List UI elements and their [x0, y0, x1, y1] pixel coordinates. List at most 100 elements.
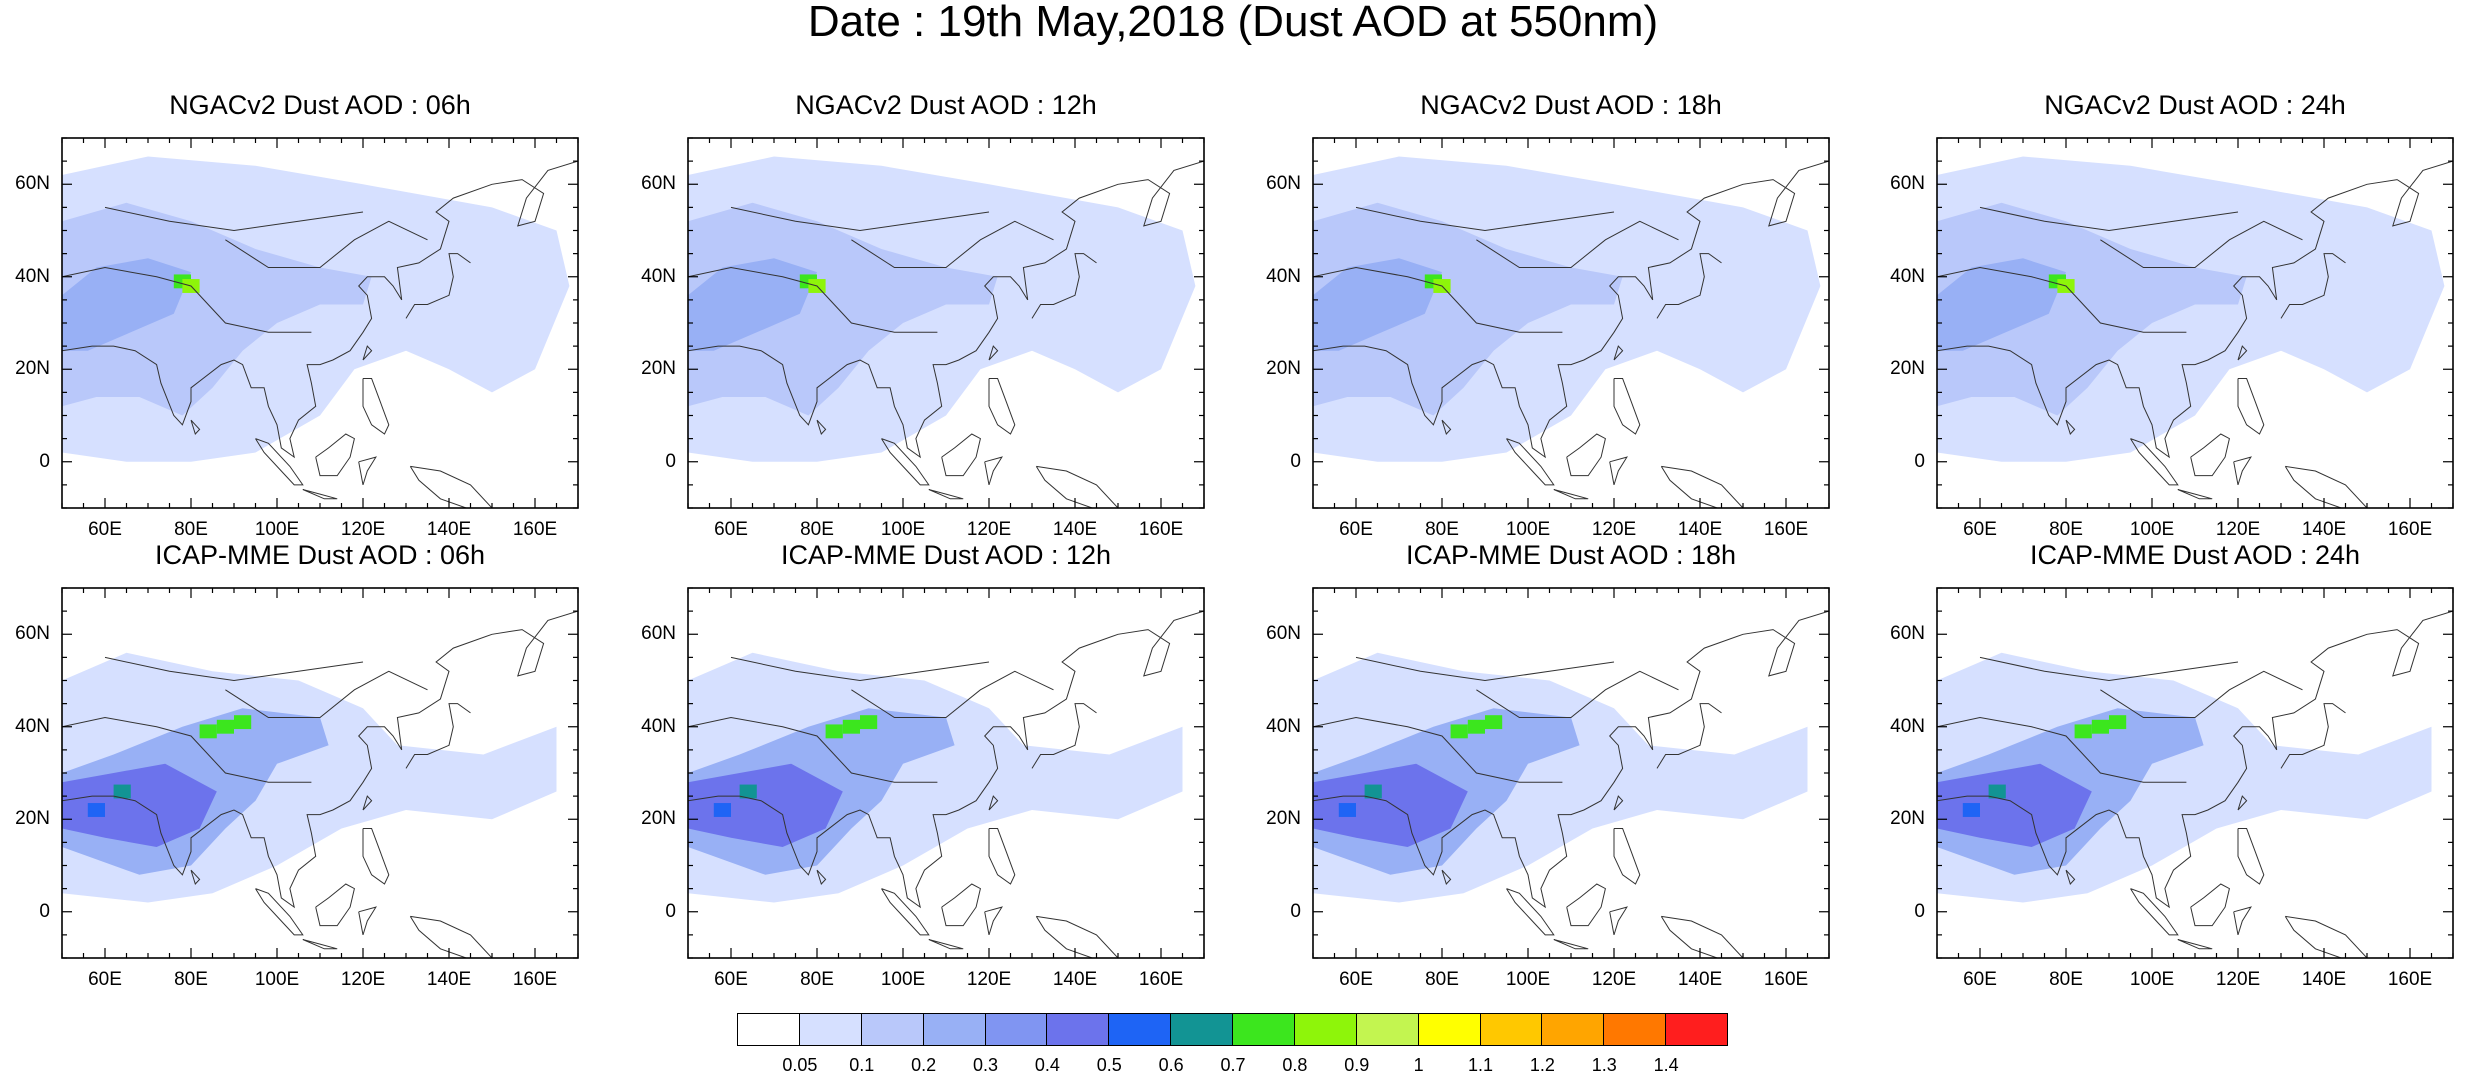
- coastline: [851, 220, 1054, 268]
- coastline: [1937, 160, 2453, 459]
- lat-tick-label: 60N: [641, 623, 676, 645]
- lon-tick-label: 60E: [714, 519, 748, 540]
- coastline: [2065, 419, 2076, 435]
- colorbar-swatch: [984, 1013, 1048, 1046]
- lat-tick-label: 0: [1914, 450, 1925, 472]
- coastline: [941, 883, 981, 927]
- colorbar-swatch: [1293, 1013, 1357, 1046]
- lon-tick-label: 100E: [254, 519, 300, 540]
- coastline: [362, 828, 390, 885]
- dust-hotspot: [1962, 803, 1980, 817]
- coastline: [2130, 888, 2179, 936]
- lat-tick-label: 60N: [15, 623, 50, 645]
- dust-plume-high: [1937, 763, 2092, 847]
- coastline: [988, 345, 999, 361]
- colorbar-swatch: [1479, 1013, 1543, 1046]
- lat-tick-label: 20N: [641, 358, 676, 380]
- lon-tick-label: 160E: [1138, 519, 1184, 540]
- lat-tick-label: 60N: [1890, 173, 1925, 195]
- map-panel: ICAP-MME Dust AOD : 24h 60N 40N 20N 0 60E 80E 1…: [1890, 540, 2454, 990]
- coastline: [225, 220, 428, 268]
- lon-tick-label: 100E: [880, 969, 926, 990]
- colorbar-swatch: [1170, 1013, 1233, 1046]
- coastline: [1355, 656, 1615, 682]
- coastline: [730, 656, 990, 682]
- coastline: [984, 456, 1003, 486]
- dust-hotspot: [825, 724, 843, 739]
- lon-tick-label: 80E: [1425, 519, 1459, 540]
- dust-plume-high: [1937, 258, 2066, 351]
- lat-tick-label: 0: [1290, 450, 1301, 472]
- coastline: [302, 489, 338, 500]
- coastline: [1553, 939, 1589, 950]
- colorbar-label: 0.6: [1158, 1055, 1184, 1075]
- lon-tick-label: 60E: [88, 969, 122, 990]
- lat-tick-label: 0: [39, 900, 50, 922]
- lon-tick-label: 140E: [1052, 519, 1098, 540]
- colorbar-label: 1.4: [1653, 1055, 1679, 1075]
- coastline: [1313, 610, 1829, 909]
- lon-tick-label: 140E: [2301, 969, 2347, 990]
- lon-tick-label: 160E: [1763, 519, 1809, 540]
- lat-tick-label: 20N: [1266, 358, 1301, 380]
- lon-tick-label: 140E: [1677, 969, 1723, 990]
- colorbar-label: 0.3: [972, 1055, 999, 1075]
- colorbar-label: 0.8: [1282, 1055, 1308, 1075]
- lat-tick-label: 40N: [1890, 265, 1925, 287]
- lon-tick-label: 120E: [1591, 969, 1637, 990]
- lat-tick-label: 40N: [1890, 715, 1925, 737]
- colorbar-swatch: [1541, 1013, 1605, 1046]
- coastline: [1609, 456, 1628, 486]
- figure-title: Date : 19th May,2018 (Dust AOD at 550nm): [807, 0, 1659, 46]
- coastline: [409, 915, 493, 958]
- coastline: [2100, 670, 2303, 718]
- lat-tick-label: 0: [1914, 900, 1925, 922]
- dust-hotspot: [2109, 715, 2127, 730]
- dust-hotspot: [1467, 719, 1485, 734]
- colorbar-swatch: [1603, 1013, 1667, 1046]
- lon-tick-label: 120E: [1591, 519, 1637, 540]
- lat-tick-label: 20N: [1266, 808, 1301, 830]
- dust-hotspot: [234, 715, 252, 730]
- coastline: [2237, 828, 2265, 885]
- lon-tick-label: 60E: [1963, 519, 1997, 540]
- lat-tick-label: 20N: [15, 808, 50, 830]
- dust-plume-high: [688, 258, 817, 351]
- coastline: [1979, 206, 2239, 232]
- panel-title: NGACv2 Dust AOD : 24h: [2044, 90, 2346, 120]
- coastline: [851, 670, 1054, 718]
- map-canvas: [1936, 137, 2454, 509]
- coastline: [688, 266, 938, 333]
- lon-tick-label: 120E: [340, 519, 386, 540]
- lon-tick-label: 60E: [1339, 519, 1373, 540]
- colorbar-label: 1.3: [1591, 1055, 1617, 1075]
- dust-hotspot: [1988, 784, 2006, 799]
- lat-tick-label: 60N: [15, 173, 50, 195]
- dust-hotspot: [739, 784, 757, 799]
- coastline: [62, 266, 312, 333]
- coastline: [315, 433, 355, 477]
- colorbar: [737, 1013, 1728, 1046]
- dust-hotspot: [2074, 724, 2092, 739]
- dust-plume-high: [688, 763, 843, 847]
- colorbar-swatch: [860, 1013, 924, 1046]
- colorbar-label: 0.1: [849, 1055, 875, 1075]
- coastline: [730, 206, 990, 232]
- coastline: [1979, 656, 2239, 682]
- dust-hotspot: [713, 803, 731, 817]
- colorbar-label: 0.05: [782, 1055, 818, 1075]
- colorbar-swatch: [798, 1013, 862, 1046]
- dust-plume-high: [1313, 763, 1468, 847]
- lat-tick-label: 40N: [641, 715, 676, 737]
- lon-tick-label: 80E: [2049, 519, 2083, 540]
- coastline: [1937, 610, 2453, 909]
- coastline: [1613, 378, 1641, 435]
- colorbar-label: 0.9: [1344, 1055, 1370, 1075]
- lat-tick-label: 40N: [15, 265, 50, 287]
- coastline: [1313, 266, 1563, 333]
- colorbar-swatch: [1417, 1013, 1481, 1046]
- coastline: [1613, 795, 1624, 811]
- coastline: [2237, 795, 2248, 811]
- dust-plume-mid: [1937, 202, 2247, 416]
- dust-hotspot: [2091, 719, 2109, 734]
